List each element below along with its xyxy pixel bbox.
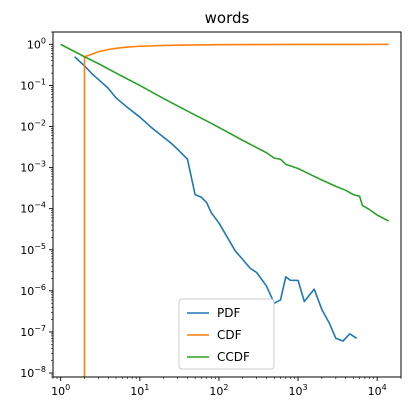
x-tick-label: 102 (209, 383, 228, 398)
y-tick-label: 10−7 (20, 324, 46, 339)
chart-title: words (205, 9, 250, 27)
y-tick-label: 10−1 (20, 77, 46, 92)
y-tick-label: 100 (27, 36, 46, 51)
x-tick-label: 101 (130, 383, 149, 398)
legend: PDF CDF CCDF (178, 298, 275, 370)
plot-frame (52, 31, 402, 378)
y-tick-label: 10−3 (20, 160, 46, 175)
legend-label-pdf: PDF (217, 306, 240, 320)
x-tick-label: 100 (51, 383, 70, 398)
x-axis-ticks: 100 101 102 103 104 (51, 377, 402, 398)
x-tick-label: 104 (368, 383, 387, 398)
y-tick-label: 10−5 (20, 242, 46, 257)
series-line-ccdf (60, 43, 390, 222)
series-line-cdf (83, 43, 389, 377)
y-tick-label: 10−2 (20, 119, 46, 134)
legend-label-cdf: CDF (217, 328, 242, 342)
series-line-pdf (74, 56, 358, 342)
legend-box (178, 298, 275, 370)
y-tick-label: 10−8 (20, 365, 46, 380)
x-tick-label: 103 (289, 383, 308, 398)
y-tick-label: 10−4 (20, 201, 46, 216)
legend-label-ccdf: CCDF (217, 350, 250, 364)
series-layer (60, 43, 390, 377)
y-axis-ticks: 10−8 10−7 10−6 10−5 10−4 10−3 10−2 10−1 100 (20, 31, 53, 380)
y-tick-label: 10−6 (20, 283, 46, 298)
